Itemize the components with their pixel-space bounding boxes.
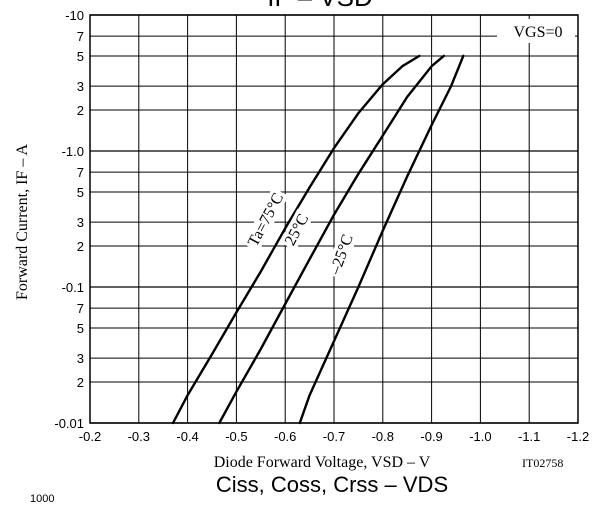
x-tick-label: -0.8 <box>372 429 394 444</box>
y-tick-label: 7 <box>77 301 84 316</box>
next-chart-title: Ciss, Coss, Crss – VDS <box>216 472 448 497</box>
grid <box>89 14 579 424</box>
y-tick-label: 3 <box>77 79 84 94</box>
y-tick-label: 7 <box>77 29 84 44</box>
series-line <box>218 54 445 425</box>
axes <box>89 14 579 424</box>
y-tick-label: 3 <box>77 351 84 366</box>
y-tick-label: -1.0 <box>62 144 84 159</box>
series-label: –25°C <box>326 232 356 277</box>
y-tick-label: 7 <box>77 165 84 180</box>
chart-title-top: IF – VSD <box>267 0 372 12</box>
y-tick-label: -0.01 <box>54 416 84 431</box>
x-tick-label: -0.3 <box>128 429 150 444</box>
series-label-bg <box>242 187 289 252</box>
y-tick-label: -0.1 <box>62 280 84 295</box>
y-tick-label: 2 <box>77 239 84 254</box>
series-line <box>298 54 465 425</box>
figure-id: IT02758 <box>522 456 563 470</box>
series-group <box>171 54 465 425</box>
x-tick-label: -0.9 <box>420 429 442 444</box>
series-label-bg <box>324 229 358 280</box>
x-tick-label: -0.6 <box>274 429 296 444</box>
y-tick-label: -10 <box>65 8 84 23</box>
y-tick-label: 5 <box>77 321 84 336</box>
y-tick-label: 2 <box>77 375 84 390</box>
labels: -0.2 -0.3 -0.4 -0.5 -0.6 -0.7 -0.8 -0.9 -1.0 -1.1… <box>54 8 589 444</box>
y-tick-label: 2 <box>77 103 84 118</box>
y-tick-label: 5 <box>77 49 84 64</box>
condition-label: VGS=0 <box>513 24 562 41</box>
x-tick-label: -1.1 <box>518 429 540 444</box>
x-tick-label: -0.2 <box>79 429 101 444</box>
x-tick-label: -0.4 <box>176 429 198 444</box>
x-tick-label: -0.5 <box>225 429 247 444</box>
next-chart-tick: 1000 <box>30 493 54 504</box>
y-axis-label: Forward Current, IF – A <box>14 144 31 300</box>
y-tick-label: 3 <box>77 215 84 230</box>
series-line <box>171 54 421 425</box>
plot-frame <box>89 14 579 424</box>
series-label-bg <box>279 208 314 251</box>
y-tick-label: 5 <box>77 185 84 200</box>
condition-label-bg <box>497 19 575 43</box>
x-tick-label: -0.7 <box>323 429 345 444</box>
x-tick-label: -1.0 <box>469 429 491 444</box>
series-label: 25°C <box>282 211 313 248</box>
x-tick-label: -1.2 <box>567 429 589 444</box>
x-axis-label: Diode Forward Voltage, VSD – V <box>214 454 431 471</box>
series-label-group: –25°C <box>324 229 358 280</box>
